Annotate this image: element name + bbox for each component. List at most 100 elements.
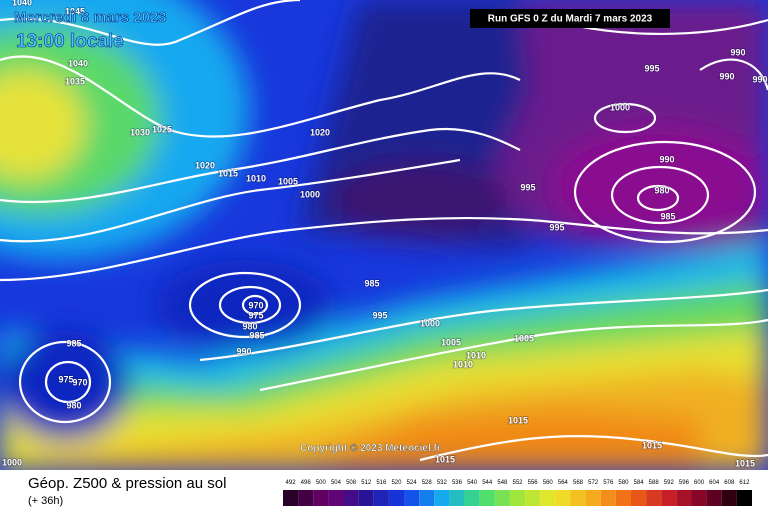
scale-label: 612 [739,480,750,486]
scale-swatch [706,490,722,506]
isobar-label: 995 [372,310,387,320]
isobar-label: 995 [549,222,564,232]
scale-label: 572 [588,480,599,486]
isobar-label: 985 [249,330,264,340]
scale-label: 544 [482,480,493,486]
isobar-label: 1035 [65,76,85,86]
scale-swatch [464,490,480,506]
scale-label: 596 [679,480,690,486]
isobar-label: 1045 [65,6,85,16]
scale-swatch [298,490,314,506]
scale-swatch [736,490,752,506]
isobar-label: 975 [248,310,263,320]
isobar-label: 990 [236,346,251,356]
isobar-label: 1010 [246,173,266,183]
map [0,0,768,470]
isobar-label: 980 [654,185,669,195]
scale-swatch [358,490,374,506]
isobar-label: 990 [752,74,767,84]
scale-label: 604 [709,480,720,486]
scale-label: 536 [452,480,463,486]
isobar-label: 995 [520,182,535,192]
scale-swatch [494,490,510,506]
isobar-label: 1040 [68,58,88,68]
scale-label: 528 [422,480,433,486]
time-label: 13:00 locale [16,31,124,52]
scale-swatch [540,490,556,506]
isobar-label: 1015 [735,458,755,468]
scale-label: 548 [497,480,508,486]
scale-label: 564 [558,480,569,486]
scale-label: 512 [361,480,372,486]
scale-swatch [661,490,677,506]
scale-swatch [419,490,435,506]
isobar-label: 1015 [642,440,662,450]
scale-label: 560 [543,480,554,486]
scale-label: 496 [301,480,312,486]
scale-swatch [585,490,601,506]
isobar-label: 970 [248,300,263,310]
isobar-label: 1010 [466,350,486,360]
copyright: Copyright © 2023 Meteociel.fr [300,443,441,454]
footer-title: Géop. Z500 & pression au sol [28,475,226,492]
scale-swatch [434,490,450,506]
scale-swatch [509,490,526,506]
scale-swatch [676,490,692,506]
scale-label: 556 [528,480,539,486]
scale-swatch [479,490,495,506]
isobar-label: 1000 [420,318,440,328]
scale-swatch [283,490,299,506]
isobar-label: 1015 [508,415,528,425]
scale-label: 584 [634,480,645,486]
scale-label: 524 [407,480,418,486]
scale-label: 516 [376,480,387,486]
scale-swatch [646,490,662,506]
scale-label: 504 [331,480,342,486]
isobar-label: 1020 [310,127,330,137]
isobar-label: 980 [242,321,257,331]
scale-swatch [373,490,389,506]
scale-label: 492 [286,480,297,486]
run-box [470,9,670,28]
run-label: Run GFS 0 Z du Mardi 7 mars 2023 [488,14,653,25]
scale-swatch [630,490,647,506]
scale-label: 608 [724,480,735,486]
isobar-label: 1005 [278,176,298,186]
scale-label: 520 [391,480,402,486]
scale-label: 540 [467,480,478,486]
isobar-label: 1015 [435,454,455,464]
isobar-label: 990 [659,154,674,164]
isobar-label: 1040 [12,0,32,7]
lead-time: (+ 36h) [28,495,63,507]
isobar-label: 1010 [453,359,473,369]
scale-label: 592 [664,480,675,486]
date-label: Mercredi 8 mars 2023 [14,9,167,26]
scale-label: 580 [618,480,629,486]
isobar-labels: 1040 1045 1040 1035 1030 1025 1020 1020 1015 1010… [1,0,768,469]
scale-swatch [525,490,541,506]
scale-swatch [570,490,586,506]
isobar-label: 1020 [195,160,215,170]
scale-swatch [313,490,329,506]
isobar-label: 985 [660,211,675,221]
isobar-label: 1030 [130,127,150,137]
scale-swatch [449,490,465,506]
isobar-label: 990 [719,71,734,81]
isobar-label: 1000 [300,189,320,199]
color-scale: 492 496 500 504 508 512 516 520 524 528 532 536 540 5… [283,480,752,506]
scale-swatch [721,490,737,506]
isobar-label: 1000 [2,457,22,467]
scale-swatch [343,490,359,506]
scale-label: 588 [649,480,660,486]
isobar-label: 1025 [152,124,172,134]
scale-swatch [404,490,420,506]
scale-swatch [328,490,344,506]
scale-swatch [388,490,405,506]
isobar-label: 990 [730,47,745,57]
scale-label: 552 [512,480,523,486]
isobar-label: 985 [364,278,379,288]
isobar-label: 975 [58,374,73,384]
isobar-label: 980 [66,400,81,410]
scale-swatch [555,490,571,506]
